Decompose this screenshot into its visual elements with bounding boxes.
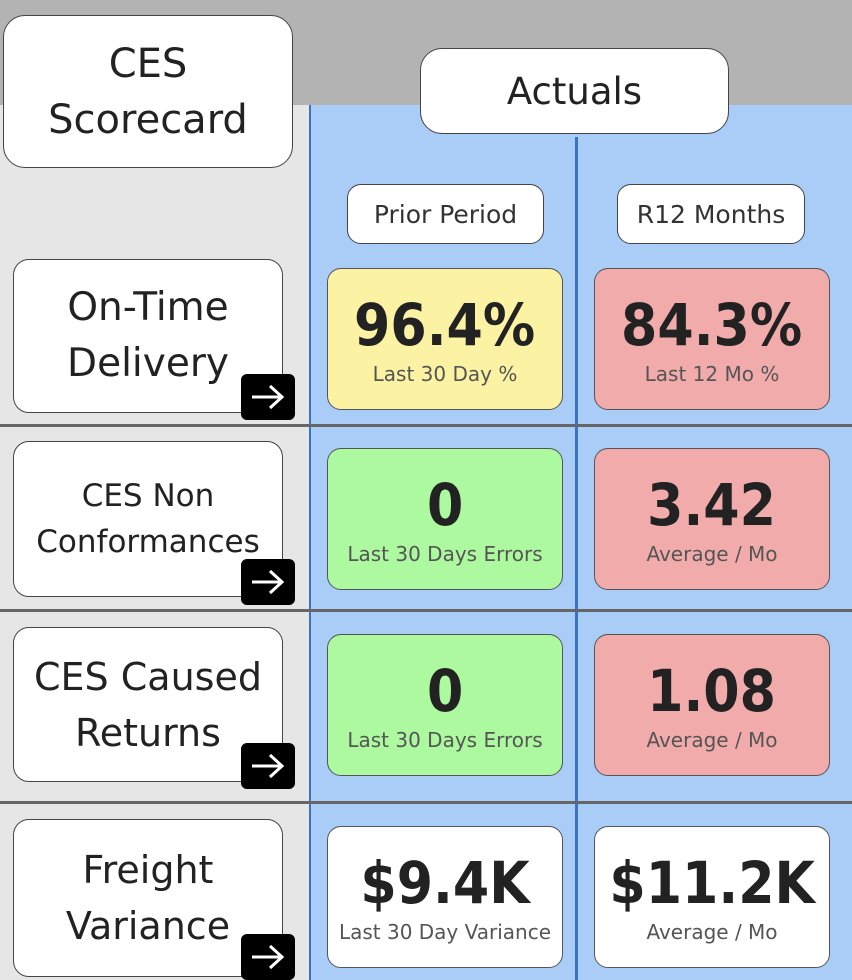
actuals-header: Actuals [420, 48, 729, 134]
kpi-card-r12: $11.2K Average / Mo [594, 826, 830, 968]
kpi-caption: Last 30 Day Variance [338, 920, 552, 944]
metric-on-time-delivery[interactable]: On-Time Delivery [13, 259, 283, 413]
kpi-value: 0 [426, 657, 464, 725]
arrow-right-icon [252, 753, 285, 779]
kpi-value: $11.2K [609, 849, 815, 917]
kpi-card-prior: $9.4K Last 30 Day Variance [327, 826, 563, 968]
scorecard-title: CES Scorecard [3, 15, 293, 168]
metric-freight-variance[interactable]: Freight Variance [13, 819, 283, 977]
metric-label: CES Non Conformances [36, 478, 260, 560]
drillthrough-button-freight-variance[interactable] [241, 934, 295, 980]
column-header-prior-period: Prior Period [347, 184, 544, 244]
kpi-card-r12: 1.08 Average / Mo [594, 634, 830, 776]
kpi-caption: Average / Mo [646, 728, 778, 752]
drillthrough-button-ces-caused-returns[interactable] [241, 743, 295, 789]
arrow-right-icon [252, 569, 285, 595]
row-divider [0, 609, 852, 612]
metric-label: Freight Variance [65, 848, 231, 948]
kpi-caption: Last 30 Day % [372, 362, 518, 386]
kpi-caption: Last 30 Days Errors [347, 542, 543, 566]
kpi-value: 3.42 [647, 471, 777, 539]
kpi-card-prior: 0 Last 30 Days Errors [327, 448, 563, 590]
column-header-r12-months: R12 Months [617, 184, 805, 244]
kpi-value: 84.3% [621, 291, 803, 359]
kpi-caption: Average / Mo [646, 920, 778, 944]
kpi-value: 1.08 [647, 657, 777, 725]
kpi-value: 0 [426, 471, 464, 539]
kpi-caption: Last 30 Days Errors [347, 728, 543, 752]
row-divider [0, 801, 852, 804]
drillthrough-button-ces-non-conformances[interactable] [241, 559, 295, 605]
column-divider [575, 137, 578, 980]
kpi-card-prior: 0 Last 30 Days Errors [327, 634, 563, 776]
kpi-caption: Last 12 Mo % [644, 362, 780, 386]
row-divider [0, 424, 852, 427]
metric-label: CES Caused Returns [34, 654, 262, 755]
kpi-value: 96.4% [354, 291, 536, 359]
metric-ces-non-conformances[interactable]: CES Non Conformances [13, 441, 283, 597]
kpi-card-prior: 96.4% Last 30 Day % [327, 268, 563, 410]
kpi-caption: Average / Mo [646, 542, 778, 566]
drillthrough-button-on-time-delivery[interactable] [241, 374, 295, 420]
kpi-value: $9.4K [360, 849, 530, 917]
metric-label: On-Time Delivery [67, 285, 229, 386]
arrow-right-icon [252, 384, 285, 410]
kpi-card-r12: 84.3% Last 12 Mo % [594, 268, 830, 410]
arrow-right-icon [252, 944, 285, 970]
kpi-card-r12: 3.42 Average / Mo [594, 448, 830, 590]
metric-ces-caused-returns[interactable]: CES Caused Returns [13, 627, 283, 782]
